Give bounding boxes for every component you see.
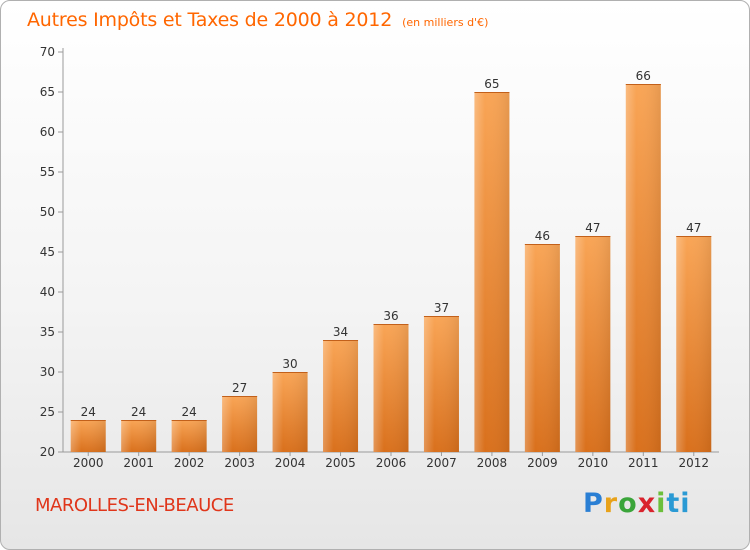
bar-shade xyxy=(222,396,258,452)
logo-letter: ti xyxy=(666,488,691,519)
logo-letter: i xyxy=(656,488,667,519)
bar-shade xyxy=(70,420,106,452)
y-tick-label: 35 xyxy=(40,325,55,339)
y-tick-label: 55 xyxy=(40,165,55,179)
x-tick-label: 2011 xyxy=(628,456,659,470)
x-tick-label: 2012 xyxy=(678,456,709,470)
data-label: 47 xyxy=(585,221,600,235)
bar-shade xyxy=(272,372,308,452)
bar-shade xyxy=(423,316,459,452)
x-tick-label: 2007 xyxy=(426,456,457,470)
data-label: 24 xyxy=(81,405,96,419)
data-label: 34 xyxy=(333,325,348,339)
commune-name: MAROLLES-EN-BEAUCE xyxy=(35,495,234,516)
data-label: 47 xyxy=(686,221,701,235)
data-label: 37 xyxy=(434,301,449,315)
bar-shade xyxy=(524,244,560,452)
y-tick-label: 65 xyxy=(40,85,55,99)
data-label: 27 xyxy=(232,381,247,395)
proxiti-logo: Proxiti xyxy=(583,488,691,519)
bar-shade xyxy=(474,92,510,452)
data-label: 24 xyxy=(131,405,146,419)
bar-chart: 20 25 30 35 40 45 50 55 60 65 70 2000 2001 2002 2003 20… xyxy=(40,45,719,470)
logo-letter: r xyxy=(603,488,619,519)
y-tick-label: 30 xyxy=(40,365,55,379)
y-tick-label: 40 xyxy=(40,285,55,299)
bar-shade xyxy=(575,236,611,452)
y-tick-label: 60 xyxy=(40,125,55,139)
x-tick-label: 2010 xyxy=(578,456,609,470)
chart-title: Autres Impôts et Taxes de 2000 à 2012 (en… xyxy=(27,9,488,31)
bar-shade xyxy=(676,236,712,452)
data-label: 30 xyxy=(282,357,297,371)
logo-letter: x xyxy=(637,488,657,519)
logo-letter: o xyxy=(618,488,638,519)
x-tick-label: 2002 xyxy=(174,456,205,470)
bar-shade xyxy=(171,420,207,452)
x-tick-label: 2008 xyxy=(477,456,508,470)
bar-shade xyxy=(373,324,409,452)
value-labels: 24 24 24 27 30 34 36 37 65 46 47 66 47 xyxy=(81,69,702,419)
data-label: 24 xyxy=(182,405,197,419)
y-tick-label: 45 xyxy=(40,245,55,259)
logo-letter: P xyxy=(583,488,604,519)
data-label: 65 xyxy=(484,77,499,91)
x-tick-label: 2005 xyxy=(325,456,356,470)
bar-shade xyxy=(625,84,661,452)
data-label: 46 xyxy=(535,229,550,243)
data-label: 36 xyxy=(383,309,398,323)
bars xyxy=(70,84,712,452)
x-tick-label: 2009 xyxy=(527,456,558,470)
bar-shade xyxy=(121,420,157,452)
chart-subtitle: (en milliers d'€) xyxy=(402,16,489,29)
data-label: 66 xyxy=(636,69,651,83)
x-tick-label: 2004 xyxy=(275,456,306,470)
x-tick-label: 2003 xyxy=(224,456,255,470)
y-tick-label: 25 xyxy=(40,405,55,419)
y-tick-label: 20 xyxy=(40,445,55,459)
x-tick-label: 2006 xyxy=(376,456,407,470)
bar-shade xyxy=(323,340,359,452)
y-tick-label: 50 xyxy=(40,205,55,219)
x-tick-label: 2000 xyxy=(73,456,104,470)
x-tick-label: 2001 xyxy=(123,456,154,470)
chart-title-text: Autres Impôts et Taxes de 2000 à 2012 xyxy=(27,9,393,31)
y-tick-label: 70 xyxy=(40,45,55,59)
